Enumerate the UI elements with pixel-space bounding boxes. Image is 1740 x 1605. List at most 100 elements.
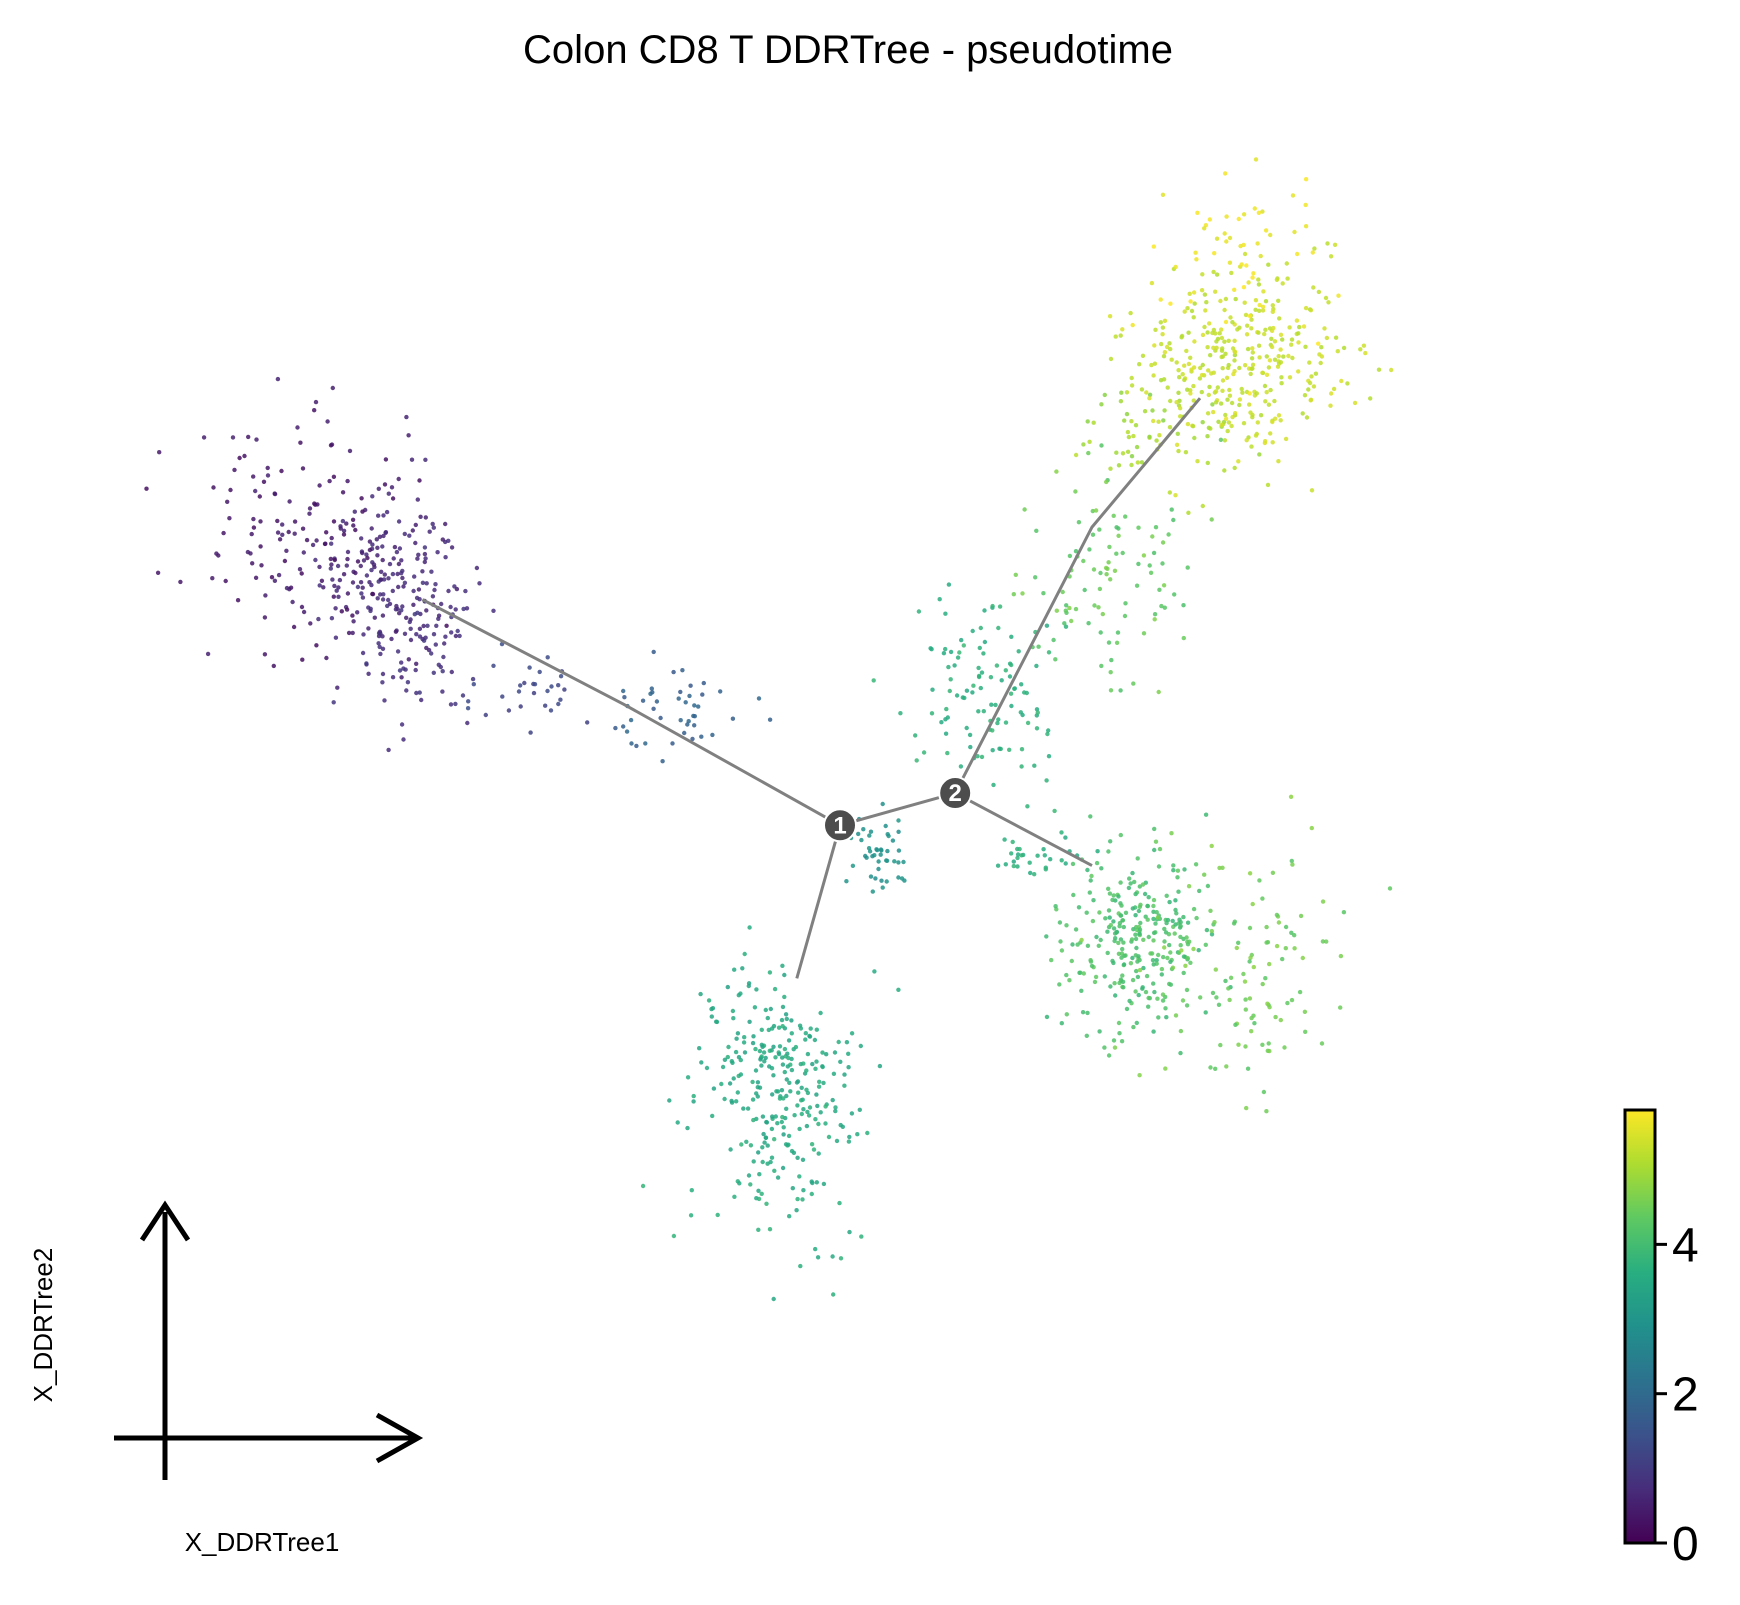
- cell-point: [1087, 890, 1093, 895]
- cell-point: [1118, 880, 1123, 885]
- cell-point: [1140, 353, 1146, 358]
- cell-point: [461, 606, 466, 612]
- cell-point: [460, 693, 466, 698]
- cell-point: [1044, 934, 1049, 939]
- cell-point: [1161, 377, 1167, 382]
- cell-point: [1162, 318, 1168, 323]
- cell-point: [399, 558, 404, 563]
- cell-point: [1219, 327, 1224, 332]
- cell-point: [1182, 309, 1187, 314]
- cell-point: [747, 1019, 752, 1024]
- cell-point: [1322, 326, 1327, 331]
- cell-point: [640, 698, 646, 703]
- cell-point: [1204, 300, 1209, 305]
- cell-point: [1257, 878, 1262, 883]
- cell-point: [331, 594, 336, 599]
- cell-point: [1052, 808, 1057, 814]
- cell-point: [773, 1055, 778, 1060]
- cell-point: [1245, 346, 1251, 352]
- cell-point: [1158, 297, 1163, 302]
- cell-point: [258, 544, 263, 549]
- cell-point: [1086, 450, 1091, 456]
- cell-point: [350, 580, 356, 585]
- cell-point: [1111, 919, 1116, 924]
- cell-point: [1270, 419, 1275, 425]
- cell-point: [775, 1121, 780, 1126]
- cell-point: [789, 1018, 794, 1023]
- cell-point: [421, 638, 427, 643]
- cell-point: [750, 1040, 756, 1046]
- cell-point: [374, 537, 379, 542]
- cell-point: [1188, 299, 1193, 304]
- cell-point: [1168, 982, 1174, 987]
- cell-point: [1268, 431, 1273, 436]
- cell-point: [377, 644, 382, 650]
- cell-point: [1151, 244, 1157, 249]
- cell-point: [545, 688, 550, 694]
- cell-point: [732, 967, 737, 972]
- cell-point: [1236, 1042, 1241, 1047]
- cell-point: [253, 488, 258, 494]
- cell-point: [735, 1090, 740, 1095]
- cell-point: [364, 573, 370, 578]
- cell-point: [1168, 950, 1173, 955]
- cell-point: [1188, 391, 1193, 396]
- cell-point: [414, 632, 419, 637]
- cell-point: [1168, 301, 1173, 306]
- cell-point: [1067, 605, 1072, 611]
- cell-point: [1151, 981, 1156, 986]
- cell-point: [1258, 413, 1264, 418]
- cell-point: [1015, 864, 1020, 869]
- cell-point: [1161, 418, 1166, 423]
- cell-point: [386, 491, 391, 496]
- cell-point: [995, 720, 1000, 726]
- cell-point: [945, 750, 950, 756]
- cell-point: [1067, 553, 1073, 559]
- cell-point: [699, 734, 704, 739]
- cell-point: [380, 544, 385, 549]
- cell-point: [543, 703, 548, 708]
- cell-point: [378, 592, 383, 597]
- cell-point: [1164, 893, 1169, 898]
- cell-point: [718, 689, 723, 694]
- cell-point: [1162, 926, 1167, 932]
- cell-point: [857, 1107, 862, 1113]
- cell-point: [685, 1125, 690, 1131]
- cell-point: [799, 1085, 804, 1091]
- cell-point: [1059, 1021, 1065, 1026]
- cell-point: [1150, 408, 1155, 413]
- cell-point: [1165, 955, 1170, 961]
- cell-point: [483, 712, 488, 718]
- cell-point: [1098, 937, 1103, 943]
- cell-point: [1162, 605, 1168, 610]
- cell-point: [1161, 954, 1166, 960]
- cell-point: [1247, 871, 1253, 876]
- cell-point: [1011, 863, 1016, 869]
- cell-point: [809, 1191, 814, 1197]
- cell-point: [896, 829, 901, 834]
- cell-point: [370, 591, 376, 597]
- colorbar-ticks: 024: [1655, 1219, 1699, 1571]
- cell-point: [516, 689, 522, 694]
- cell-point: [1058, 939, 1063, 944]
- cell-point: [816, 1121, 821, 1127]
- cell-point: [1119, 1039, 1125, 1044]
- cell-point: [333, 606, 338, 611]
- cell-point: [884, 858, 889, 863]
- cell-point: [1163, 1066, 1168, 1071]
- cell-point: [1206, 368, 1211, 373]
- cell-point: [1303, 224, 1309, 229]
- cell-point: [1142, 891, 1148, 897]
- cell-point: [810, 1061, 815, 1067]
- cell-point: [262, 652, 268, 657]
- axis-arrows: [114, 1200, 424, 1480]
- cell-point: [767, 1064, 772, 1069]
- cell-point: [1280, 956, 1285, 962]
- cell-point: [896, 875, 901, 880]
- cell-point: [988, 675, 994, 680]
- cell-point: [1121, 924, 1127, 930]
- cell-point: [1163, 1006, 1168, 1011]
- cell-point: [299, 604, 305, 610]
- cell-point: [1116, 533, 1121, 538]
- cell-point: [1159, 972, 1165, 977]
